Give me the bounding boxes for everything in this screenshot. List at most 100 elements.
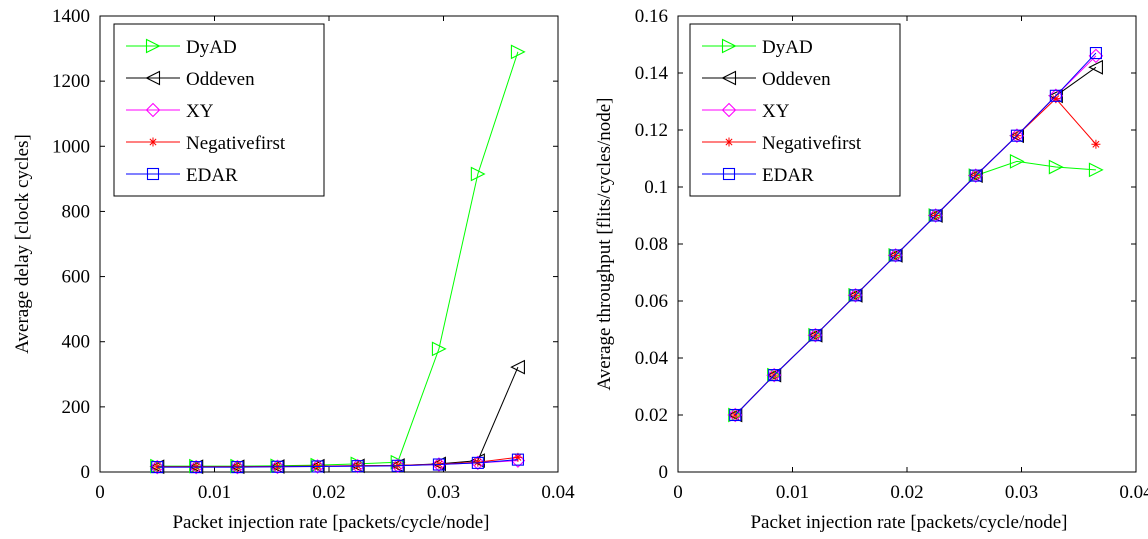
data-point — [968, 168, 983, 183]
legend-swatch-marker — [145, 102, 161, 118]
y-tick-label: 1000 — [52, 136, 90, 157]
data-point — [1049, 89, 1062, 102]
data-point — [1091, 139, 1101, 149]
y-tick-label: 0 — [659, 462, 669, 483]
data-point — [969, 169, 982, 182]
data-point — [928, 208, 943, 223]
y-tick-label: 1400 — [52, 6, 90, 27]
data-point — [729, 408, 742, 422]
data-point — [470, 455, 486, 471]
y-tick-label: 0.16 — [635, 6, 668, 27]
data-point — [350, 458, 365, 474]
data-point — [231, 461, 244, 474]
x-axis-label: Packet injection rate [packets/cycle/nod… — [172, 512, 489, 533]
data-point — [271, 460, 284, 473]
y-tick-label: 800 — [62, 201, 91, 222]
legend-label: XY — [762, 101, 790, 122]
legend-swatch-marker — [145, 70, 161, 86]
series-edar — [151, 453, 524, 474]
y-tick-label: 0.04 — [635, 348, 669, 369]
data-point — [1088, 59, 1103, 75]
data-point — [149, 459, 165, 475]
x-axis-label: Packet injection rate [packets/cycle/nod… — [750, 512, 1067, 533]
x-tick-label: 0.02 — [890, 482, 923, 503]
x-tick-label: 0.03 — [427, 482, 460, 503]
legend-label: EDAR — [186, 165, 238, 186]
legend-swatch-marker — [146, 167, 160, 181]
y-tick-label: 600 — [62, 267, 91, 288]
data-point — [727, 407, 743, 423]
data-point — [510, 44, 526, 60]
legend-swatch-marker — [721, 70, 737, 86]
y-tick-label: 400 — [62, 332, 91, 353]
data-point — [470, 166, 486, 182]
data-point — [808, 327, 823, 343]
data-point — [510, 359, 525, 375]
y-tick-label: 0.1 — [644, 177, 668, 198]
data-point — [511, 453, 524, 466]
data-point — [471, 456, 484, 469]
data-point — [390, 458, 405, 474]
data-point — [848, 288, 863, 303]
y-axis-label: Average delay [clock cycles] — [12, 134, 33, 354]
y-axis-label: Average throughput [flits/cycles/node] — [594, 98, 615, 391]
data-point — [270, 459, 285, 475]
data-point — [889, 249, 902, 262]
data-point — [888, 248, 903, 263]
legend-swatch-marker — [724, 137, 734, 147]
delay-chart: 0 0.01 0.02 0.03 0.04 0 200 400 600 800 1000 1200 14… — [12, 6, 575, 533]
data-point — [809, 329, 822, 342]
data-point — [311, 460, 324, 473]
legend-label: DyAD — [762, 37, 813, 58]
data-point — [1089, 46, 1102, 60]
y-tick-label: 0.12 — [635, 120, 668, 141]
x-tick-label: 0.01 — [198, 482, 231, 503]
series-oddeven — [149, 359, 525, 475]
data-point — [391, 459, 404, 472]
y-tick-label: 0.14 — [635, 63, 669, 84]
y-tick-label: 0.02 — [635, 405, 668, 426]
series-edar — [729, 46, 1102, 422]
data-point — [151, 461, 164, 474]
data-point — [1009, 128, 1025, 143]
data-point — [230, 459, 245, 475]
data-point — [190, 461, 203, 474]
data-point — [188, 459, 204, 475]
data-point — [310, 459, 325, 474]
x-tick-label: 0.04 — [1119, 482, 1148, 503]
legend-swatch-marker — [148, 137, 158, 147]
y-tick-label: 200 — [62, 397, 91, 418]
y-tick-label: 1200 — [52, 71, 90, 92]
y-tick-label: 0.06 — [635, 291, 668, 312]
x-tick-label: 0 — [673, 482, 683, 503]
legend-label: Negativefirst — [762, 133, 862, 154]
data-point — [849, 289, 862, 302]
series-line — [157, 459, 518, 468]
data-point — [1010, 129, 1023, 142]
series-xy — [149, 453, 526, 475]
data-point — [432, 458, 445, 471]
data-point — [431, 341, 447, 357]
data-point — [768, 369, 781, 382]
series-line — [734, 160, 1096, 416]
series-line — [157, 51, 519, 467]
data-point — [510, 453, 526, 468]
data-point — [766, 367, 782, 383]
legend-swatch-marker — [721, 102, 737, 118]
series-negativefirst — [152, 452, 523, 472]
data-point — [1009, 153, 1025, 169]
x-tick-label: 0.02 — [312, 482, 345, 503]
data-point — [1088, 48, 1104, 64]
data-point — [1088, 162, 1104, 178]
series-line — [157, 366, 519, 468]
legend-label: DyAD — [186, 37, 237, 58]
legend-swatch-marker — [145, 38, 161, 54]
legend-label: Negativefirst — [186, 133, 286, 154]
series-line — [734, 52, 1097, 416]
legend-label: Oddeven — [186, 69, 255, 90]
x-tick-label: 0 — [95, 482, 105, 503]
legend-swatch-marker — [722, 167, 736, 181]
y-tick-label: 0.08 — [635, 234, 668, 255]
y-tick-label: 0 — [81, 462, 91, 483]
